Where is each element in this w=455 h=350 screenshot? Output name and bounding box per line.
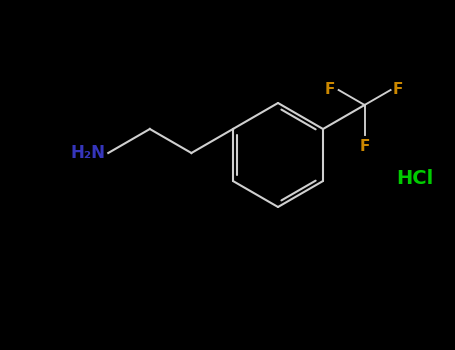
Text: H₂N: H₂N [70, 144, 105, 162]
Text: F: F [393, 83, 403, 98]
Text: F: F [324, 83, 334, 98]
Text: HCl: HCl [396, 168, 434, 188]
Text: F: F [359, 139, 370, 154]
